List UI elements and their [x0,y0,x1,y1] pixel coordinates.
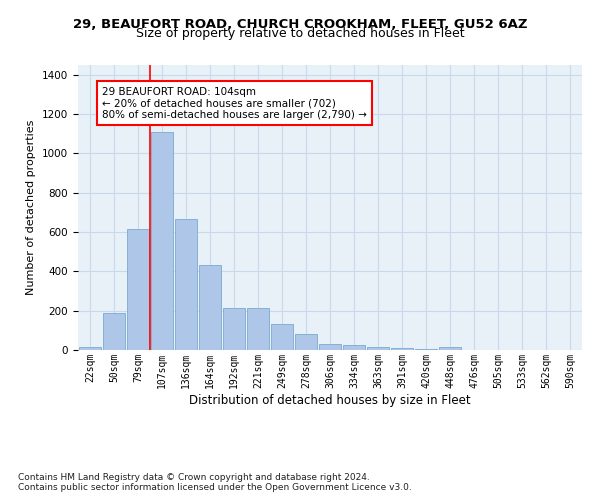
Bar [103,312,125,350]
Bar [415,349,437,350]
Bar [271,324,293,350]
Text: Contains public sector information licensed under the Open Government Licence v3: Contains public sector information licen… [18,484,412,492]
Bar [199,266,221,350]
Bar [439,347,461,350]
Bar [343,344,365,350]
Text: 29, BEAUFORT ROAD, CHURCH CROOKHAM, FLEET, GU52 6AZ: 29, BEAUFORT ROAD, CHURCH CROOKHAM, FLEE… [73,18,527,30]
Bar [79,347,101,350]
Text: 29 BEAUFORT ROAD: 104sqm
← 20% of detached houses are smaller (702)
80% of semi-: 29 BEAUFORT ROAD: 104sqm ← 20% of detach… [102,86,367,120]
Bar [391,348,413,350]
Bar [367,347,389,350]
Y-axis label: Number of detached properties: Number of detached properties [26,120,37,295]
Bar [223,308,245,350]
X-axis label: Distribution of detached houses by size in Fleet: Distribution of detached houses by size … [189,394,471,406]
Bar [319,344,341,350]
Bar [151,132,173,350]
Bar [175,220,197,350]
Bar [247,308,269,350]
Bar [295,334,317,350]
Text: Contains HM Land Registry data © Crown copyright and database right 2024.: Contains HM Land Registry data © Crown c… [18,472,370,482]
Bar [127,229,149,350]
Text: Size of property relative to detached houses in Fleet: Size of property relative to detached ho… [136,28,464,40]
